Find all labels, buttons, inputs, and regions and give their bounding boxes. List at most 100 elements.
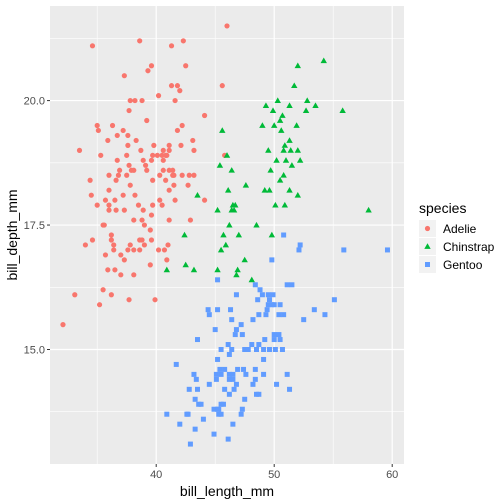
- adelie-point: [185, 182, 191, 188]
- gentoo-point: [255, 297, 261, 303]
- adelie-point: [106, 172, 112, 178]
- gentoo-point: [297, 242, 303, 248]
- adelie-point: [60, 322, 66, 328]
- gentoo-point: [271, 332, 277, 338]
- gentoo-point: [216, 406, 222, 412]
- chinstrap-point: [226, 221, 233, 228]
- gentoo-point: [173, 361, 179, 367]
- adelie-point: [117, 167, 123, 173]
- chinstrap-point: [223, 152, 231, 158]
- adelie-point: [140, 207, 146, 213]
- gentoo-point: [284, 371, 290, 377]
- adelie-point: [126, 107, 132, 114]
- gentoo-point: [277, 302, 283, 308]
- chinstrap-point: [312, 102, 319, 108]
- adelie-point: [89, 237, 96, 243]
- adelie-point: [155, 93, 162, 99]
- adelie-point: [100, 287, 106, 293]
- gentoo-point: [331, 297, 337, 303]
- adelie-point: [147, 262, 153, 268]
- gentoo-point: [265, 292, 271, 298]
- gentoo-point: [241, 366, 247, 372]
- adelie-point: [145, 68, 151, 74]
- tick-labels: 40 50 60 15.0 17.5 20.0: [24, 96, 399, 481]
- gentoo-point: [250, 317, 256, 323]
- chinstrap-point: [267, 167, 274, 173]
- chinstrap-point: [228, 167, 235, 173]
- adelie-point: [172, 97, 178, 104]
- adelie-point: [166, 147, 172, 153]
- gentoo-point: [271, 337, 277, 343]
- chinstrap-point: [291, 82, 298, 89]
- gentoo-point: [256, 391, 262, 397]
- gentoo-point: [238, 322, 244, 328]
- adelie-point: [219, 83, 225, 89]
- gentoo-point: [233, 292, 239, 298]
- adelie-point: [148, 157, 155, 163]
- adelie-point: [121, 257, 127, 263]
- adelie-point: [89, 43, 96, 49]
- adelie-point: [224, 23, 230, 29]
- adelie-point: [114, 132, 120, 139]
- gentoo-point: [243, 371, 249, 377]
- chinstrap-point: [365, 206, 372, 213]
- legend: species Adelie Chinstrap Gentoo: [419, 200, 495, 273]
- legend-label-chinstrap: Chinstrap: [443, 240, 495, 254]
- gentoo-point: [200, 416, 206, 422]
- gentoo-point: [277, 337, 283, 343]
- chinstrap-point: [281, 201, 289, 208]
- adelie-point: [150, 177, 156, 183]
- gentoo-point: [250, 381, 256, 387]
- gentoo-point: [256, 312, 262, 318]
- gentoo-point: [164, 411, 170, 417]
- chinstrap-point: [190, 266, 198, 273]
- adelie-point: [139, 217, 145, 223]
- adelie-point: [127, 182, 133, 188]
- gentoo-point: [195, 386, 200, 392]
- adelie-point: [121, 207, 127, 213]
- gentoo-point: [225, 342, 231, 348]
- gentoo-point: [262, 337, 268, 343]
- gentoo-point: [231, 386, 237, 392]
- y-axis-title: bill_depth_mm: [4, 189, 20, 280]
- chinstrap-point: [253, 221, 260, 228]
- adelie-point: [178, 142, 184, 148]
- adelie-point: [102, 252, 109, 258]
- gentoo-point: [187, 441, 193, 447]
- gentoo-point: [225, 436, 231, 442]
- adelie-point: [112, 267, 118, 273]
- gentoo-point: [192, 426, 198, 432]
- adelie-point: [135, 202, 142, 208]
- adelie-point: [125, 142, 131, 148]
- gentoo-point: [266, 347, 272, 352]
- gentoo-point: [233, 381, 239, 387]
- adelie-point: [131, 217, 137, 223]
- adelie-point: [132, 97, 138, 104]
- gentoo-point: [193, 376, 199, 382]
- gentoo-point: [270, 292, 276, 298]
- adelie-point: [166, 142, 172, 148]
- legend-keys: Adelie Chinstrap Gentoo: [419, 220, 495, 273]
- gentoo-point: [274, 381, 280, 387]
- adelie-point: [126, 297, 132, 303]
- gentoo-point: [205, 307, 211, 313]
- x-tick-label: 50: [268, 469, 280, 481]
- gentoo-point: [301, 317, 307, 323]
- gentoo-point: [266, 297, 272, 303]
- chinstrap-point: [302, 107, 310, 113]
- adelie-point: [168, 43, 175, 49]
- x-axis-title: bill_length_mm: [180, 483, 274, 499]
- chinstrap-point: [279, 112, 286, 118]
- y-tick-label: 15.0: [24, 345, 45, 357]
- gentoo-point: [232, 332, 238, 338]
- chinstrap-point: [222, 241, 230, 248]
- adelie-point: [160, 167, 166, 173]
- chinstrap-point: [269, 107, 277, 113]
- gentoo-point: [228, 307, 234, 313]
- gentoo-point: [296, 247, 302, 253]
- chinstrap-point: [304, 97, 311, 103]
- adelie-point: [125, 132, 131, 139]
- gentoo-point: [279, 347, 285, 352]
- adelie-point: [106, 187, 112, 193]
